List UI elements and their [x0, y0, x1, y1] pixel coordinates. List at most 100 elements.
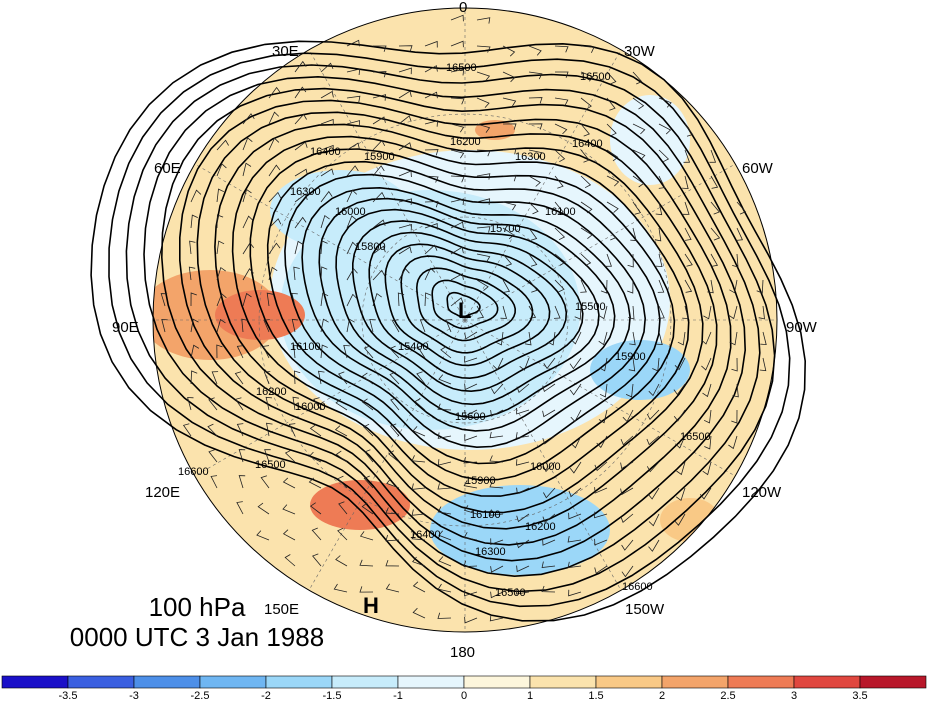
wind-barb	[646, 461, 660, 473]
lon-label-30e: 30E	[272, 43, 299, 60]
wind-barb	[437, 432, 452, 439]
wind-barb	[652, 357, 660, 372]
wind-barb	[160, 293, 168, 307]
wind-barb	[594, 511, 608, 519]
wind-barb	[524, 331, 532, 346]
wind-barb	[648, 539, 660, 552]
wind-barb	[398, 45, 413, 52]
wind-barb	[568, 512, 582, 520]
colorbar-tick-label: 2.5	[720, 690, 735, 702]
contour-label: 15900	[364, 151, 395, 163]
wind-barb	[398, 268, 410, 281]
lon-label-60w: 60W	[742, 160, 774, 177]
wind-barb	[598, 331, 608, 346]
wind-barb	[648, 383, 660, 397]
contour-label: 16000	[335, 206, 366, 218]
colorbar-swatch	[661, 675, 729, 689]
wind-barb	[312, 553, 322, 567]
wind-barb	[187, 397, 194, 411]
wind-barb	[412, 556, 426, 567]
contour-label: 16300	[290, 186, 321, 198]
meridian-line	[464, 319, 736, 477]
height-contour	[90, 40, 807, 622]
wind-barb	[437, 483, 452, 490]
wind-barb	[282, 529, 296, 541]
wind-barb	[476, 123, 491, 133]
wind-barb	[476, 97, 490, 108]
wind-barb	[389, 371, 400, 385]
wind-barb	[594, 461, 608, 472]
colorbar-swatch	[67, 675, 135, 689]
wind-barb	[728, 435, 738, 450]
wind-barb	[703, 305, 712, 320]
wind-barb	[502, 123, 517, 130]
wind-barb	[346, 95, 361, 103]
wind-barb	[437, 403, 452, 411]
contour-label: 15900	[465, 475, 496, 487]
wind-barb	[450, 68, 465, 76]
wind-barb	[386, 478, 400, 489]
wind-barb	[242, 268, 254, 281]
wind-barb	[320, 292, 329, 307]
wind-barb	[359, 586, 374, 593]
height-contour	[335, 208, 600, 406]
wind-barb	[424, 149, 439, 156]
wind-barb	[320, 266, 328, 281]
wind-barb	[528, 123, 543, 130]
wind-barb	[189, 240, 196, 255]
wind-barb	[463, 560, 478, 568]
wind-barb	[320, 318, 329, 333]
colorbar-tick-label: -3.5	[59, 690, 78, 702]
wind-barb	[234, 397, 244, 411]
wind-barb	[216, 214, 224, 229]
wind-barb	[264, 449, 271, 463]
wind-barb	[397, 292, 405, 307]
wind-barb	[600, 279, 608, 294]
wind-barb	[729, 279, 738, 294]
wind-barb	[242, 137, 253, 151]
wind-barb	[320, 190, 333, 203]
wind-barb	[161, 318, 168, 333]
wind-barb	[361, 398, 374, 411]
wind-barb	[294, 113, 307, 125]
wind-barb	[216, 139, 229, 151]
wind-barb	[268, 191, 282, 203]
colorbar-tick-label: 3	[791, 690, 797, 702]
wind-barb	[335, 555, 348, 567]
wind-barb	[620, 513, 634, 523]
wind-barb	[450, 175, 465, 183]
wind-barb	[632, 123, 646, 135]
wind-barb	[242, 242, 255, 255]
height-contour	[400, 255, 534, 354]
map-title-level: 100 hPa	[148, 592, 246, 622]
wind-barb	[293, 266, 300, 281]
contour-label: 16200	[525, 521, 556, 533]
latitude-circle	[258, 113, 672, 527]
wind-barb	[284, 554, 296, 567]
wind-barb	[490, 538, 504, 545]
wind-barb	[182, 423, 192, 437]
wind-barb	[632, 175, 645, 188]
wind-barb	[495, 331, 504, 346]
map-title: 100 hPa 0000 UTC 3 Jan 1988	[0, 592, 394, 652]
wind-barb	[346, 142, 360, 151]
wind-barb	[684, 279, 693, 293]
wind-barb	[334, 425, 348, 437]
wind-barb	[542, 513, 556, 523]
colorbar-tick-label: 0	[461, 690, 467, 702]
wind-barb	[476, 198, 491, 205]
wind-barb	[236, 345, 244, 359]
wind-barb	[490, 409, 504, 417]
wind-barb	[464, 616, 478, 624]
wind-barb	[424, 292, 432, 307]
wind-barb	[373, 45, 387, 52]
wind-barb	[398, 223, 412, 231]
wind-barb	[464, 434, 478, 441]
wind-barb	[346, 215, 357, 229]
lon-label-30w: 30W	[624, 43, 656, 60]
wind-barb	[320, 118, 334, 126]
wind-barb	[542, 409, 556, 418]
wind-barb	[606, 201, 619, 213]
wind-barb	[655, 201, 663, 216]
map-title-time: 0000 UTC 3 Jan 1988	[69, 622, 325, 652]
